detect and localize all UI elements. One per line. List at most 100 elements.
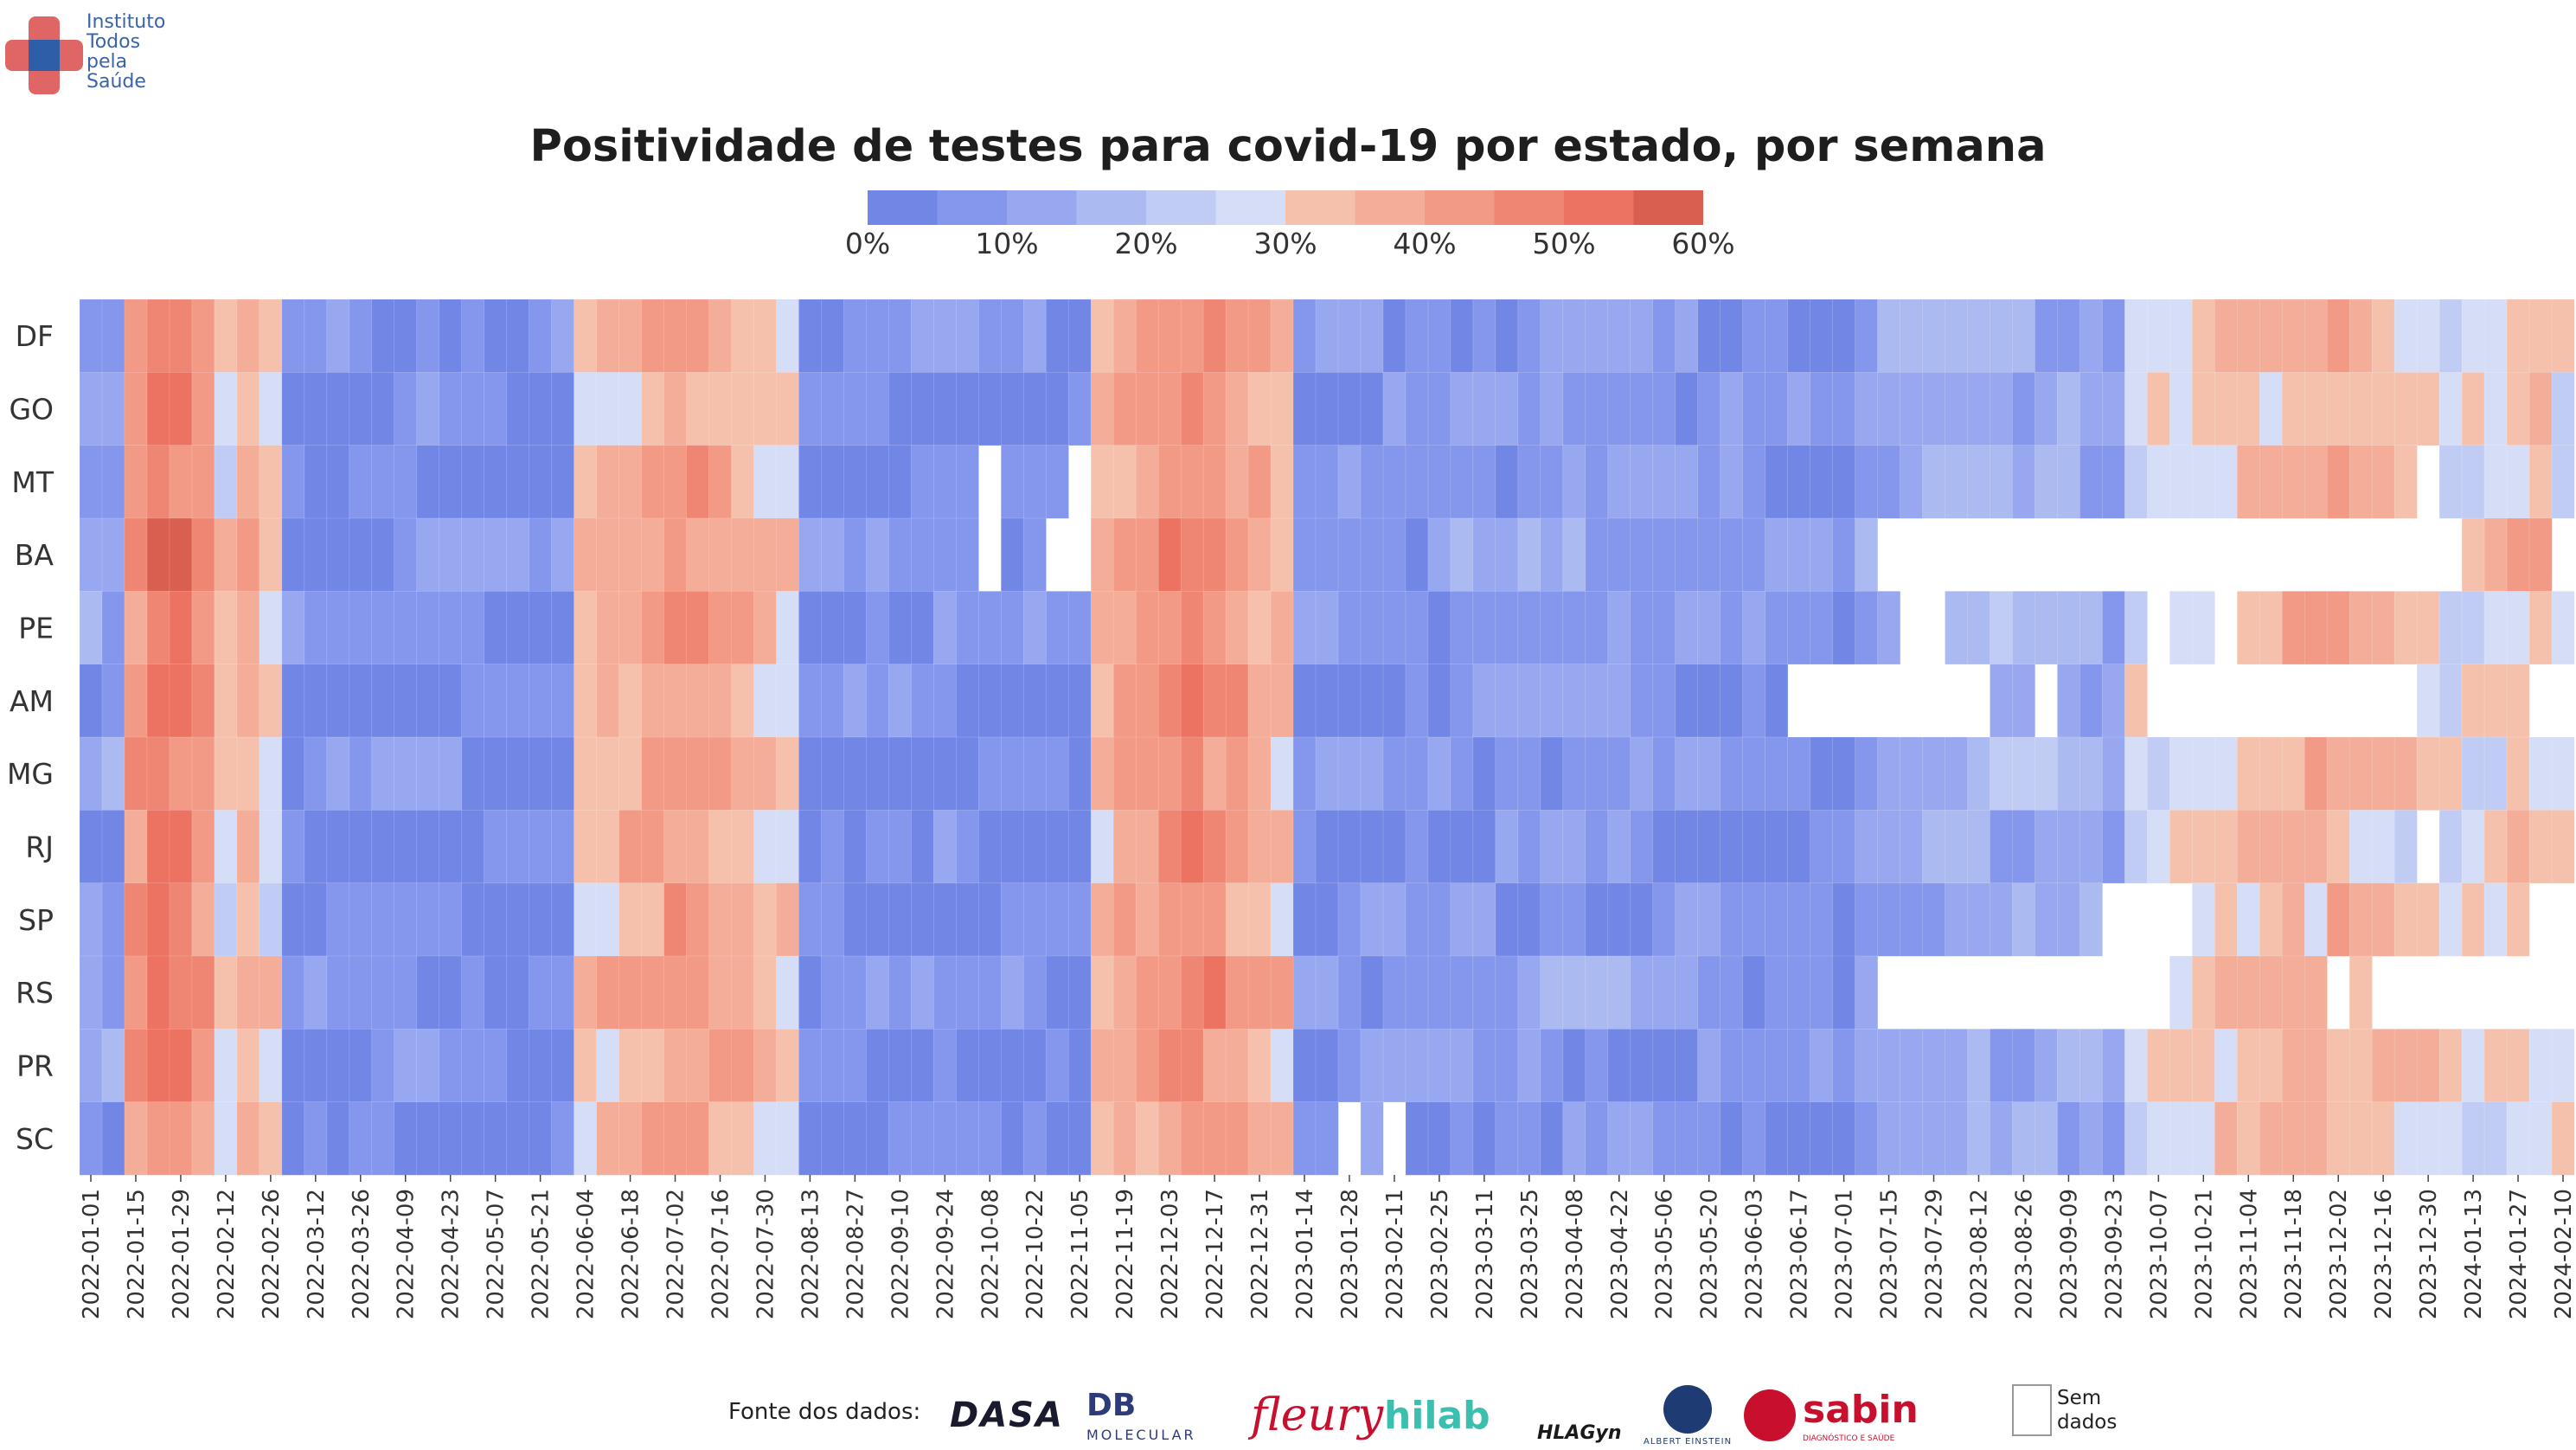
heatmap-cell: [2057, 445, 2080, 519]
x-tick-label: 2022-04-09: [394, 1189, 420, 1319]
heatmap-cell: [1562, 591, 1586, 665]
heatmap-cell: [798, 882, 822, 957]
heatmap-cell: [1922, 1029, 1946, 1103]
heatmap-cell: [798, 372, 822, 446]
x-tick-label: 2022-09-10: [888, 1189, 913, 1319]
heatmap-cell: [169, 955, 193, 1030]
heatmap-cell: [191, 298, 215, 373]
heatmap-cell: [2528, 445, 2553, 519]
heatmap-cell: [1000, 445, 1024, 519]
heatmap-cell: [911, 955, 934, 1030]
heatmap-cell: [574, 445, 598, 519]
heatmap-cell: [708, 372, 733, 446]
heatmap-cell: [2169, 736, 2193, 811]
heatmap-cell: [2304, 955, 2328, 1030]
heatmap-cell: [753, 736, 778, 811]
heatmap-cell: [349, 591, 373, 665]
heatmap-cell: [1495, 591, 1519, 665]
heatmap-cell: [1247, 955, 1272, 1030]
heatmap-cell: [146, 1101, 170, 1176]
heatmap-cell: [1967, 736, 1991, 811]
heatmap-cell: [2506, 1029, 2530, 1103]
heatmap-cell: [2057, 1029, 2080, 1103]
heatmap-cell: [169, 1029, 193, 1103]
heatmap-cell: [1472, 736, 1496, 811]
heatmap-cell: [1832, 736, 1856, 811]
x-tick-label: 2023-01-28: [1337, 1189, 1363, 1319]
heatmap-cell: [1225, 1101, 1249, 1176]
heatmap-cell: [911, 1029, 934, 1103]
heatmap-cell: [663, 1101, 688, 1176]
heatmap-cell: [1292, 955, 1317, 1030]
heatmap-cell: [2438, 445, 2463, 519]
heatmap-cell: [1315, 445, 1339, 519]
heatmap-cell: [956, 591, 979, 665]
heatmap-cell: [2349, 1029, 2373, 1103]
heatmap-cell: [888, 810, 912, 884]
heatmap-cell: [304, 517, 328, 592]
heatmap-cell: [1945, 298, 1969, 373]
heatmap-cell: [2012, 372, 2036, 446]
org-name-line: pela: [87, 51, 128, 73]
heatmap-cell: [1720, 664, 1744, 738]
heatmap-cell: [1540, 591, 1564, 665]
heatmap-cell: [1630, 664, 1654, 738]
chart-title: Positividade de testes para covid-19 por…: [529, 121, 2047, 172]
heatmap-cell: [259, 1101, 283, 1176]
heatmap-cell: [79, 1029, 103, 1103]
heatmap-cell: [1877, 810, 1901, 884]
heatmap-cell: [2236, 882, 2260, 957]
heatmap-cell: [2124, 372, 2148, 446]
heatmap-cell: [753, 445, 778, 519]
heatmap-cell: [1540, 882, 1564, 957]
heatmap-cell: [1112, 736, 1137, 811]
heatmap-cell: [1787, 1101, 1811, 1176]
heatmap-cell: [1292, 445, 1317, 519]
heatmap-cell: [1630, 882, 1654, 957]
heatmap-cell: [574, 298, 598, 373]
heatmap-cell: [2214, 1029, 2238, 1103]
heatmap-cell: [2304, 736, 2328, 811]
heatmap-cell: [484, 1029, 508, 1103]
heatmap-cell: [1967, 810, 1991, 884]
heatmap-cell: [281, 298, 305, 373]
heatmap-cell: [1742, 1029, 1766, 1103]
heatmap-cell: [1090, 955, 1114, 1030]
heatmap-cell: [1967, 1101, 1991, 1176]
heatmap-cell: [1900, 445, 1924, 519]
heatmap-cell: [1697, 664, 1721, 738]
heatmap-cell: [1292, 1101, 1317, 1176]
heatmap-cell: [146, 664, 170, 738]
heatmap-cell: [753, 517, 778, 592]
heatmap-cell: [618, 445, 643, 519]
x-tick-label: 2022-03-12: [304, 1189, 330, 1319]
heatmap-cell: [1135, 517, 1159, 592]
heatmap-cell: [596, 372, 620, 446]
heatmap-cell: [2147, 1029, 2170, 1103]
heatmap-cell: [843, 955, 867, 1030]
heatmap-cell: [2461, 517, 2485, 592]
heatmap-cell: [1450, 736, 1474, 811]
heatmap-cell: [888, 372, 912, 446]
heatmap-cell: [1607, 1029, 1631, 1103]
heatmap-cell: [1112, 882, 1137, 957]
heatmap-cell: [1157, 736, 1182, 811]
heatmap-cell: [1742, 882, 1766, 957]
heatmap-cell: [1202, 445, 1227, 519]
heatmap-cell: [1495, 445, 1519, 519]
heatmap-cell: [1720, 955, 1744, 1030]
missing-data-label: Sem dados: [2057, 1386, 2117, 1434]
heatmap-cell: [191, 955, 215, 1030]
heatmap-cell: [708, 736, 733, 811]
heatmap-cell: [1135, 664, 1159, 738]
heatmap-cell: [2012, 445, 2036, 519]
x-tick-label: 2023-09-09: [2056, 1189, 2082, 1319]
heatmap-cell: [2281, 955, 2305, 1030]
heatmap-cell: [1360, 1029, 1384, 1103]
heatmap-cell: [776, 882, 800, 957]
heatmap-cell: [2259, 591, 2283, 665]
heatmap-cell: [1540, 298, 1564, 373]
heatmap-cell: [439, 591, 463, 665]
heatmap-cell: [2214, 445, 2238, 519]
heatmap-cell: [708, 955, 733, 1030]
